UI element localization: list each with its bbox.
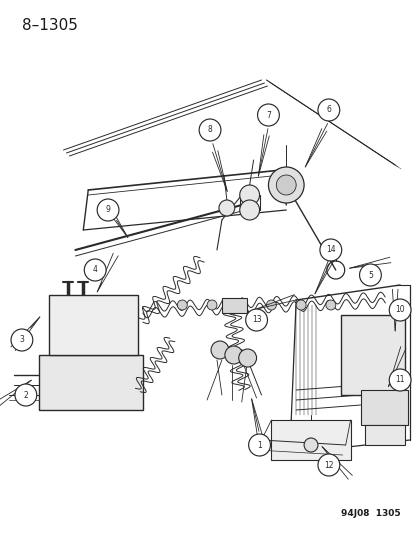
Bar <box>365 425 404 445</box>
Text: 8–1305: 8–1305 <box>22 18 78 33</box>
Circle shape <box>319 239 341 261</box>
Circle shape <box>388 369 410 391</box>
Circle shape <box>317 99 339 121</box>
Text: 14: 14 <box>325 246 335 254</box>
Circle shape <box>268 167 304 203</box>
Circle shape <box>84 259 106 281</box>
Circle shape <box>245 309 267 331</box>
Text: 12: 12 <box>323 461 333 470</box>
Bar <box>340 315 404 395</box>
Bar <box>49 295 138 355</box>
Text: 10: 10 <box>394 305 404 314</box>
Circle shape <box>248 434 270 456</box>
Text: 7: 7 <box>266 110 270 119</box>
Circle shape <box>317 454 339 476</box>
Text: 3: 3 <box>19 335 24 344</box>
Circle shape <box>295 300 305 310</box>
Text: 5: 5 <box>367 271 372 279</box>
Text: 8: 8 <box>207 125 212 134</box>
Bar <box>360 390 407 425</box>
Text: 13: 13 <box>251 316 261 325</box>
Circle shape <box>266 300 276 310</box>
Circle shape <box>11 329 33 351</box>
Circle shape <box>15 384 37 406</box>
Text: 94J08  1305: 94J08 1305 <box>339 509 399 518</box>
Text: 4: 4 <box>93 265 97 274</box>
Circle shape <box>224 346 242 364</box>
Circle shape <box>239 200 259 220</box>
Text: 2: 2 <box>24 391 28 400</box>
Circle shape <box>199 119 221 141</box>
Bar <box>271 420 350 460</box>
Circle shape <box>211 341 228 359</box>
Text: 6: 6 <box>325 106 330 115</box>
Circle shape <box>257 104 279 126</box>
Circle shape <box>358 264 380 286</box>
Circle shape <box>276 175 295 195</box>
Text: 11: 11 <box>394 376 404 384</box>
Circle shape <box>218 200 234 216</box>
Circle shape <box>206 300 216 310</box>
Circle shape <box>304 438 317 452</box>
Circle shape <box>388 299 410 321</box>
Circle shape <box>325 300 335 310</box>
Circle shape <box>238 349 256 367</box>
Circle shape <box>177 300 187 310</box>
Text: 1: 1 <box>256 440 261 449</box>
Bar <box>221 298 246 313</box>
Circle shape <box>236 300 246 310</box>
Bar <box>39 355 142 410</box>
Circle shape <box>239 185 259 205</box>
Circle shape <box>97 199 119 221</box>
Text: 9: 9 <box>105 206 110 214</box>
